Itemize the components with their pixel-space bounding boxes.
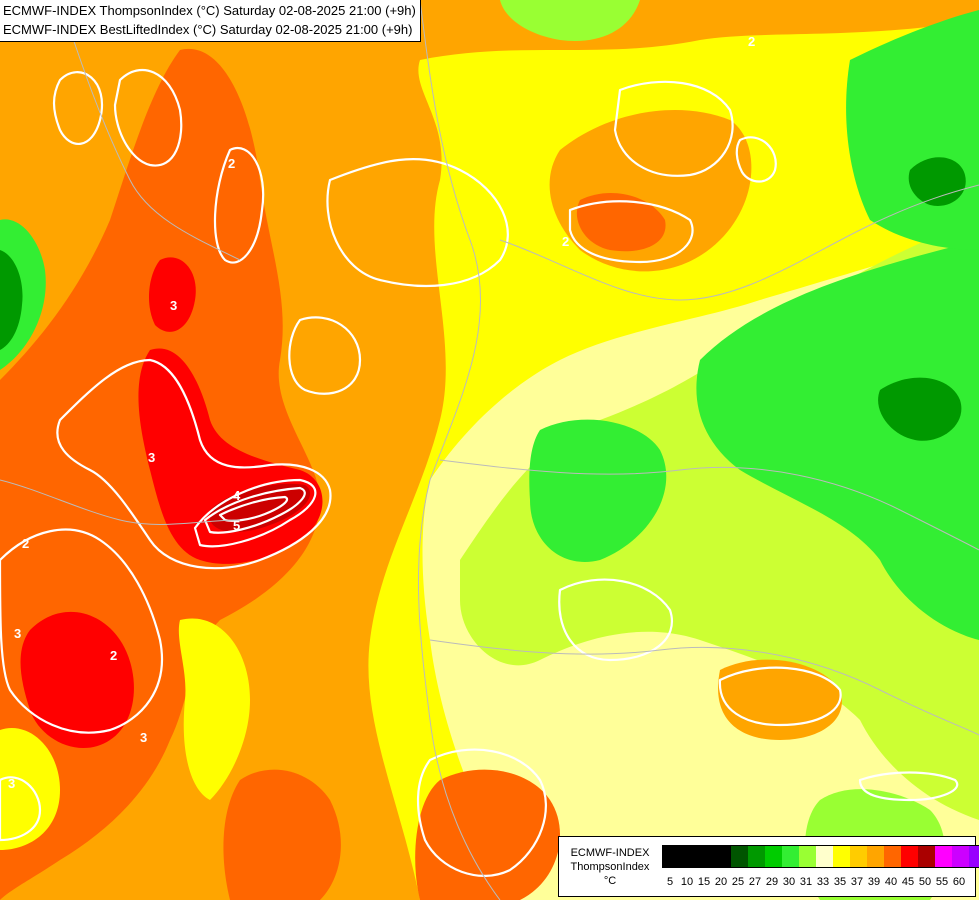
darkgreen-zone [908,157,966,206]
red-zone-n [148,257,196,332]
legend-swatch [969,846,979,867]
contour-label: 3 [148,450,155,465]
contour-label: 2 [748,34,755,49]
legend-swatch [935,846,952,867]
legend-label: ECMWF-INDEX ThompsonIndex °C [564,846,656,888]
yellow-patch-w [0,728,60,850]
legend-tick: 25 [731,876,745,888]
contour-label: 3 [140,730,147,745]
contour-label: 4 [233,488,241,503]
legend-swatch [901,846,918,867]
legend-swatch [697,846,714,867]
legend-tick: 40 [884,876,898,888]
legend-swatch [833,846,850,867]
legend-swatch [952,846,969,867]
legend-tick: 10 [680,876,694,888]
legend-swatch [918,846,935,867]
darkgreen-zone-west [0,250,23,350]
legend-tick: 33 [816,876,830,888]
legend-tick: 31 [799,876,813,888]
legend-tick: 15 [697,876,711,888]
legend-tick: 5 [666,876,674,888]
contour-label: 3 [170,298,177,313]
legend-swatch [680,846,697,867]
legend-swatch [731,846,748,867]
green-zone-center [529,419,667,562]
color-legend: ECMWF-INDEX ThompsonIndex °C 5 10 15 20 25 27… [558,836,979,897]
legend-swatch [867,846,884,867]
legend-tick: 45 [901,876,915,888]
yellow-patch-sw [178,618,250,800]
lifted-index-title: ECMWF-INDEX BestLiftedIndex (°C) Saturda… [3,22,413,37]
contour-label: 2 [228,156,235,171]
legend-swatch [799,846,816,867]
legend-tick: 35 [833,876,847,888]
legend-swatch [748,846,765,867]
legend-tick: 20 [714,876,728,888]
map-title-box: ECMWF-INDEX ThompsonIndex (°C) Saturday … [0,0,421,42]
green-zone-nw-top [500,0,640,41]
contour-label: 3 [14,626,21,641]
lifted-index-contours [0,68,959,877]
darkgreen-zone-2 [878,377,962,441]
legend-tick: 30 [782,876,796,888]
legend-tick: 50 [918,876,932,888]
legend-tick: 27 [748,876,762,888]
legend-colorbar [662,845,979,868]
legend-unit: °C [603,875,617,887]
legend-swatch [816,846,833,867]
contour-label: 5 [233,518,240,533]
legend-model: ECMWF-INDEX [570,847,650,859]
contour-label: 3 [8,776,15,791]
legend-tick: 29 [765,876,779,888]
legend-swatch [663,846,680,867]
legend-tick: 37 [850,876,864,888]
contour-label: 2 [110,648,117,663]
contour-label: 2 [22,536,29,551]
legend-swatch [782,846,799,867]
contour-labels: 2 2 3 3 4 5 2 3 3 3 2 2 [8,34,755,791]
thompson-index-title: ECMWF-INDEX ThompsonIndex (°C) Saturday … [3,3,416,18]
orange-patch-sw [223,769,341,900]
contour-label: 2 [562,234,569,249]
legend-ticks: 5 10 15 20 25 27 29 30 31 33 35 37 39 40 45 50 55 60 [662,875,974,889]
orange-patch-s [415,769,560,900]
legend-swatch [884,846,901,867]
darkorange-patch-ne [576,192,666,252]
green-zone-east [696,240,979,640]
legend-tick: 55 [935,876,949,888]
legend-swatch [850,846,867,867]
legend-tick: 60 [952,876,966,888]
red-zone-sw [20,611,134,749]
legend-swatch [765,846,782,867]
legend-swatch [714,846,731,867]
legend-parameter: ThompsonIndex [570,861,650,873]
legend-tick: 39 [867,876,881,888]
